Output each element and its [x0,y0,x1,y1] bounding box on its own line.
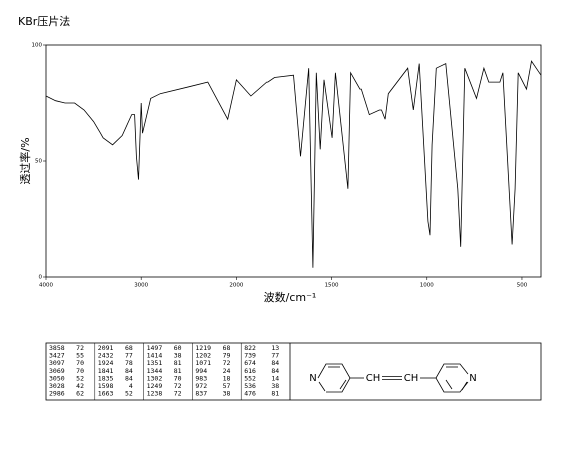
y-tick-label: 100 [32,43,43,49]
ring-bond [445,379,453,390]
peak-transmittance: 52 [125,390,133,398]
atom-label: N [309,373,316,384]
peak-transmittance: 77 [125,352,133,360]
peak-wavenumber: 1924 [98,359,114,367]
ring-left [317,363,351,393]
peak-wavenumber: 739 [244,352,256,360]
ring-right [435,363,469,393]
peak-transmittance: 84 [125,367,133,375]
peak-transmittance: 60 [174,344,182,352]
peak-transmittance: 72 [76,344,84,352]
peak-wavenumber: 972 [195,382,207,390]
peak-wavenumber: 837 [195,390,207,398]
peak-wavenumber: 1497 [147,344,163,352]
ring-bond [461,381,468,391]
ring-bond [339,379,347,390]
peak-wavenumber: 3069 [49,367,65,375]
peak-wavenumber: 1351 [147,359,163,367]
x-tick-label: 1000 [420,283,434,289]
peak-transmittance: 68 [125,344,133,352]
peak-transmittance: 4 [129,382,133,390]
peak-transmittance: 24 [223,367,231,375]
peak-transmittance: 70 [76,367,84,375]
peak-wavenumber: 1302 [147,374,163,382]
peak-wavenumber: 1071 [195,359,211,367]
peak-transmittance: 78 [125,359,133,367]
peak-wavenumber: 1219 [195,344,211,352]
peak-transmittance: 70 [76,359,84,367]
atom-label: CH [366,373,381,384]
peak-wavenumber: 2091 [98,344,114,352]
peak-transmittance: 62 [76,390,84,398]
peak-transmittance: 55 [76,352,84,360]
spacer [436,378,492,392]
peak-transmittance: 79 [223,352,231,360]
peak-wavenumber: 3427 [49,352,65,360]
ring-bond [318,381,326,392]
peak-wavenumber: 552 [244,374,256,382]
x-tick-label: 4000 [39,283,53,289]
peak-wavenumber: 674 [244,359,256,367]
peak-wavenumber: 2432 [98,352,114,360]
y-tick-label: 0 [39,275,43,281]
peak-wavenumber: 3858 [49,344,65,352]
peak-wavenumber: 1663 [98,390,114,398]
peak-wavenumber: 3097 [49,359,65,367]
x-tick-label: 500 [517,283,528,289]
peak-wavenumber: 994 [195,367,207,375]
peak-wavenumber: 983 [195,374,207,382]
atom-label: N [469,373,476,384]
peak-wavenumber: 1598 [98,382,114,390]
peak-wavenumber: 1841 [98,367,114,375]
y-axis-label: 透过率/% [18,137,32,184]
peak-table: 3858 72 3427 55 3097 70 3069 70 3050 52 3028 42 2986… [49,343,279,400]
peak-wavenumber: 1414 [147,352,163,360]
peak-transmittance: 13 [271,344,279,352]
peak-transmittance: 81 [271,390,279,398]
peak-transmittance: 57 [223,382,231,390]
peak-wavenumber: 822 [244,344,256,352]
peak-wavenumber: 1238 [147,390,163,398]
x-axis-label: 波数/cm⁻¹ [264,291,317,304]
peak-wavenumber: 1835 [98,374,114,382]
peak-wavenumber: 1202 [195,352,211,360]
peak-transmittance: 84 [271,367,279,375]
peak-transmittance: 81 [174,367,182,375]
peak-transmittance: 68 [223,344,231,352]
peak-transmittance: 38 [174,352,182,360]
peak-transmittance: 42 [76,382,84,390]
peak-transmittance: 81 [174,359,182,367]
peak-transmittance: 70 [174,374,182,382]
x-tick-label: 1500 [325,283,339,289]
peak-transmittance: 77 [271,352,279,360]
peak-wavenumber: 1344 [147,367,163,375]
peak-wavenumber: 616 [244,367,256,375]
peak-wavenumber: 3028 [49,382,65,390]
y-tick-label: 50 [35,159,42,165]
peak-transmittance: 38 [271,382,279,390]
peak-wavenumber: 2986 [49,390,65,398]
peak-transmittance: 72 [174,390,182,398]
x-tick-label: 2000 [229,283,243,289]
peak-wavenumber: 476 [244,390,256,398]
table-frame [45,342,542,401]
peak-transmittance: 52 [76,374,84,382]
peak-transmittance: 38 [223,390,231,398]
peak-transmittance: 18 [223,374,231,382]
peak-wavenumber: 3050 [49,374,65,382]
peak-wavenumber: 1249 [147,382,163,390]
peak-transmittance: 14 [271,374,279,382]
atom-label: CH [404,373,419,384]
structure [317,363,492,393]
spectrum-line [45,60,542,268]
peak-transmittance: 84 [125,374,133,382]
peak-wavenumber: 536 [244,382,256,390]
peak-transmittance: 72 [174,382,182,390]
chart-title: KBr压片法 [18,14,70,28]
peak-transmittance: 84 [271,359,279,367]
x-tick-label: 3000 [134,283,148,289]
peak-transmittance: 72 [223,359,231,367]
